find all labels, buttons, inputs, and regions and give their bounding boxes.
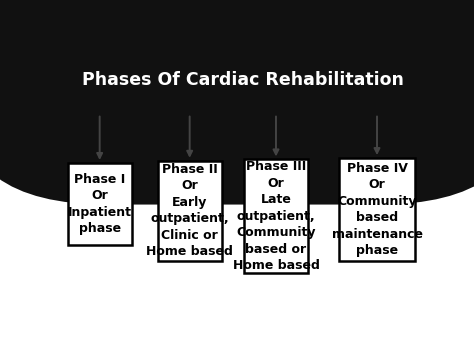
Text: Phase II
Or
Early
outpatient,
Clinic or
Home based: Phase II Or Early outpatient, Clinic or … bbox=[146, 163, 233, 258]
FancyBboxPatch shape bbox=[157, 161, 222, 261]
Text: Phase III
Or
Late
outpatient,
Community
based or
Home based: Phase III Or Late outpatient, Community … bbox=[233, 160, 319, 272]
FancyBboxPatch shape bbox=[67, 163, 132, 245]
FancyBboxPatch shape bbox=[339, 158, 415, 261]
Text: Phase IV
Or
Community
based
maintenance
phase: Phase IV Or Community based maintenance … bbox=[331, 162, 422, 257]
Text: Phase I
Or
Inpatient
phase: Phase I Or Inpatient phase bbox=[68, 173, 132, 235]
Text: Phases Of Cardiac Rehabilitation: Phases Of Cardiac Rehabilitation bbox=[82, 71, 404, 88]
FancyBboxPatch shape bbox=[244, 159, 308, 273]
FancyBboxPatch shape bbox=[0, 0, 474, 204]
